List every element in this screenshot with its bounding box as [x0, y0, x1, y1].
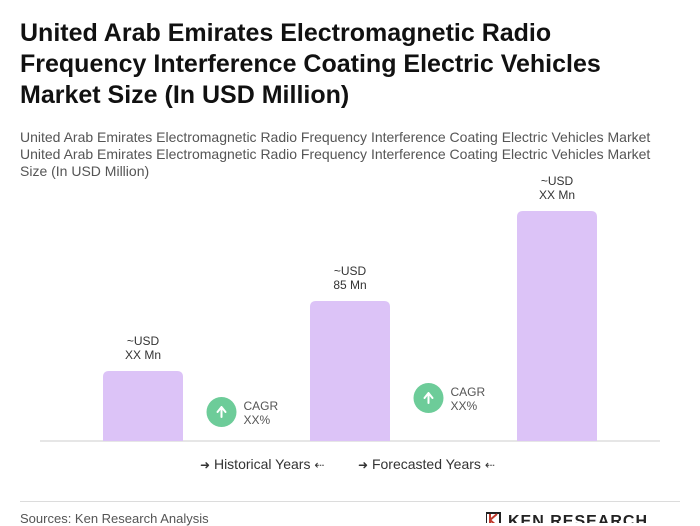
- bar: [310, 301, 390, 441]
- chart-title: United Arab Emirates Electromagnetic Rad…: [20, 18, 680, 111]
- chart-subtitle-line: Size (In USD Million): [20, 163, 150, 179]
- bar: [103, 371, 183, 441]
- cagr-label: XX%: [451, 399, 478, 413]
- legend-label-forecasted: Forecasted Years: [371, 456, 481, 472]
- arrow-up-icon: [423, 392, 434, 404]
- arrow-right-icon: ➜: [200, 458, 211, 472]
- logo-text: KEN RESEARCH: [508, 513, 648, 523]
- arrow-left-icon: ⇠: [314, 458, 325, 472]
- legend-item-forecasted: ➜ Forecasted Years ⇠: [358, 456, 495, 472]
- bar-value-label: XX Mn: [539, 188, 575, 202]
- arrow-right-icon: ➜: [358, 458, 369, 472]
- bar-value-label: XX Mn: [125, 348, 161, 362]
- bar-value-label: ~USD: [541, 174, 574, 188]
- bar-value-label: ~USD: [127, 334, 160, 348]
- ken-research-logo: KEN RESEARCH: [486, 511, 666, 523]
- chart-subtitle-line: United Arab Emirates Electromagnetic Rad…: [20, 146, 651, 162]
- chart-title-line: Frequency Interference Coating Electric …: [20, 50, 601, 78]
- chart-subtitle: United Arab Emirates Electromagnetic Rad…: [20, 129, 680, 180]
- bar-value-label: ~USD: [334, 264, 367, 278]
- cagr-label: CAGR: [244, 399, 279, 413]
- legend-label-historical: Historical Years: [213, 456, 311, 472]
- cagr-label: XX%: [244, 413, 271, 427]
- footer-divider: [20, 501, 680, 502]
- bar-value-label: 85 Mn: [333, 278, 366, 292]
- legend-item-historical: ➜ Historical Years ⇠: [200, 456, 324, 472]
- chart-title-line: Market Size (In USD Million): [20, 81, 350, 109]
- source-note: Sources: Ken Research Analysis: [20, 511, 209, 526]
- arrow-left-icon: ⇠: [484, 458, 495, 472]
- chart-subtitle-line: United Arab Emirates Electromagnetic Rad…: [20, 129, 651, 145]
- arrow-up-icon: [216, 406, 227, 418]
- cagr-label: CAGR: [451, 385, 486, 399]
- bar: [517, 211, 597, 441]
- chart-title-line: United Arab Emirates Electromagnetic Rad…: [20, 19, 552, 47]
